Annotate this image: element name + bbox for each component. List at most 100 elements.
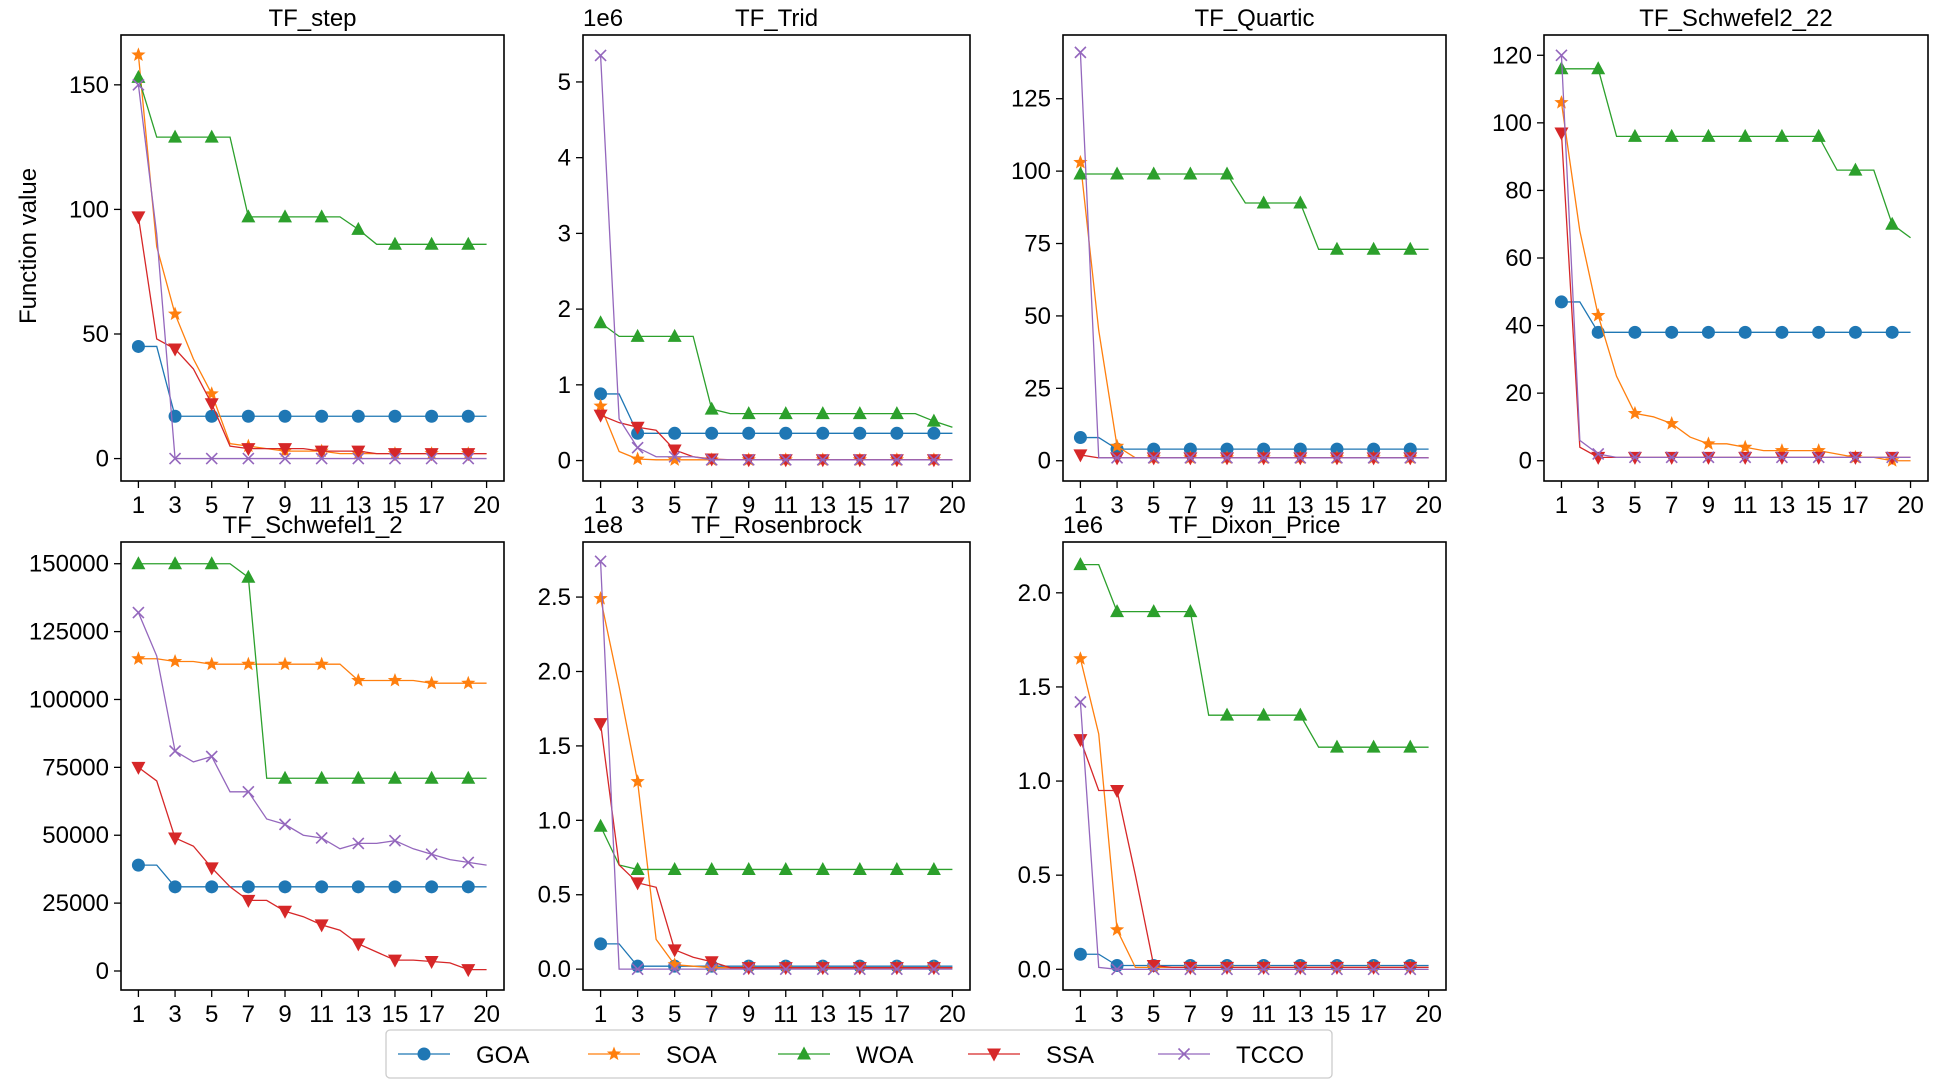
data-point [168, 556, 183, 570]
data-point [277, 656, 293, 671]
x-tick-label: 3 [168, 492, 181, 519]
data-point [1146, 166, 1161, 180]
y-tick-label: 20 [1505, 380, 1532, 407]
data-point [704, 956, 719, 970]
y-tick-label: 25 [1024, 375, 1051, 402]
data-point [1848, 325, 1862, 339]
legend: GOA SOA WOA SSA TCCO [385, 1029, 1333, 1079]
data-point [1109, 438, 1125, 453]
x-tick-label: 20 [1415, 1001, 1442, 1028]
y-tick-label: 60 [1505, 245, 1532, 272]
subplot-title: TF_Schwefel2_22 [1639, 5, 1832, 32]
y-tick-label: 2.5 [538, 584, 571, 611]
x-tick-label: 7 [705, 1001, 718, 1028]
data-point [630, 877, 645, 891]
series-line [600, 825, 953, 871]
series-soa [131, 47, 487, 460]
data-point [1074, 46, 1087, 59]
x-tick-label: 9 [1702, 492, 1715, 519]
series-ssa [593, 718, 953, 976]
series-line [1079, 658, 1429, 969]
x-tick-label: 7 [242, 1001, 255, 1028]
data-point [1591, 325, 1605, 339]
data-point [1775, 451, 1788, 464]
data-point [168, 745, 182, 758]
series-ssa [131, 211, 487, 462]
y-tick-label: 50000 [42, 822, 109, 849]
data-point [388, 452, 402, 465]
data-point [631, 441, 644, 454]
series-line [137, 54, 487, 455]
subplot-title: TF_Rosenbrock [691, 512, 863, 539]
data-point [852, 861, 867, 875]
y-tick-label: 0.5 [1018, 862, 1051, 889]
series-line [137, 77, 487, 245]
data-point [1147, 451, 1160, 464]
data-point [1293, 195, 1308, 209]
series-ssa [1073, 734, 1429, 975]
data-point [204, 656, 219, 671]
x-tick-label: 9 [742, 492, 755, 519]
data-point [1073, 431, 1087, 445]
y-tick-label: 150 [69, 72, 109, 99]
data-point [631, 959, 645, 973]
series-soa [1073, 651, 1429, 974]
data-point [668, 450, 681, 463]
data-point [594, 387, 608, 401]
legend-item-goa: GOA [398, 1042, 529, 1069]
data-point [1628, 325, 1642, 339]
axes-frame [1062, 541, 1447, 991]
data-point [853, 963, 866, 976]
data-point [351, 672, 366, 687]
data-point [205, 409, 219, 423]
data-point [1329, 739, 1344, 753]
data-point [1329, 241, 1344, 255]
data-point [741, 406, 756, 420]
x-tick-label: 15 [846, 492, 873, 519]
subplot-title: TF_Trid [735, 5, 818, 32]
x-tick-label: 1 [594, 492, 607, 519]
y-tick-label: 2.0 [538, 658, 571, 685]
data-point [315, 409, 329, 423]
data-point [204, 129, 219, 143]
data-point [1627, 405, 1643, 420]
data-point [742, 453, 755, 466]
data-point [704, 401, 719, 415]
data-point [278, 880, 292, 894]
data-point [705, 963, 718, 976]
data-point [1665, 451, 1678, 464]
series-woa [131, 556, 487, 784]
series-line [138, 563, 487, 779]
x-tick-label: 11 [1251, 492, 1276, 519]
axes-frame [120, 541, 505, 991]
subplot-6: 1 3 5 7 9 11 13 15 17 200.00.51.01.52.02.5TF_Rose… [538, 512, 971, 1028]
series-line [1079, 52, 1429, 459]
x-tick-label: 7 [242, 492, 255, 519]
legend-item-soa: SOA [588, 1042, 717, 1069]
series-soa [593, 591, 953, 974]
x-tick-label: 9 [278, 1001, 291, 1028]
figure-ylabel: Function value [15, 168, 42, 324]
x-tick-label: 3 [631, 1001, 644, 1028]
data-point [278, 818, 292, 831]
series-line [599, 55, 953, 461]
data-point [926, 413, 941, 427]
x-tick-label: 11 [1733, 492, 1758, 519]
data-point [1294, 451, 1307, 464]
x-tick-label: 1 [132, 492, 145, 519]
data-point [927, 453, 940, 466]
series-tcco [1074, 695, 1429, 976]
x-tick-label: 7 [1184, 492, 1197, 519]
data-point [167, 653, 183, 668]
data-point [1220, 707, 1235, 721]
data-point [1184, 451, 1197, 464]
data-point [1330, 963, 1344, 976]
data-point [594, 555, 607, 568]
data-point [816, 453, 829, 466]
legend-frame [385, 1029, 1333, 1079]
data-point [278, 770, 293, 784]
data-point [241, 409, 255, 423]
data-point [593, 315, 608, 329]
